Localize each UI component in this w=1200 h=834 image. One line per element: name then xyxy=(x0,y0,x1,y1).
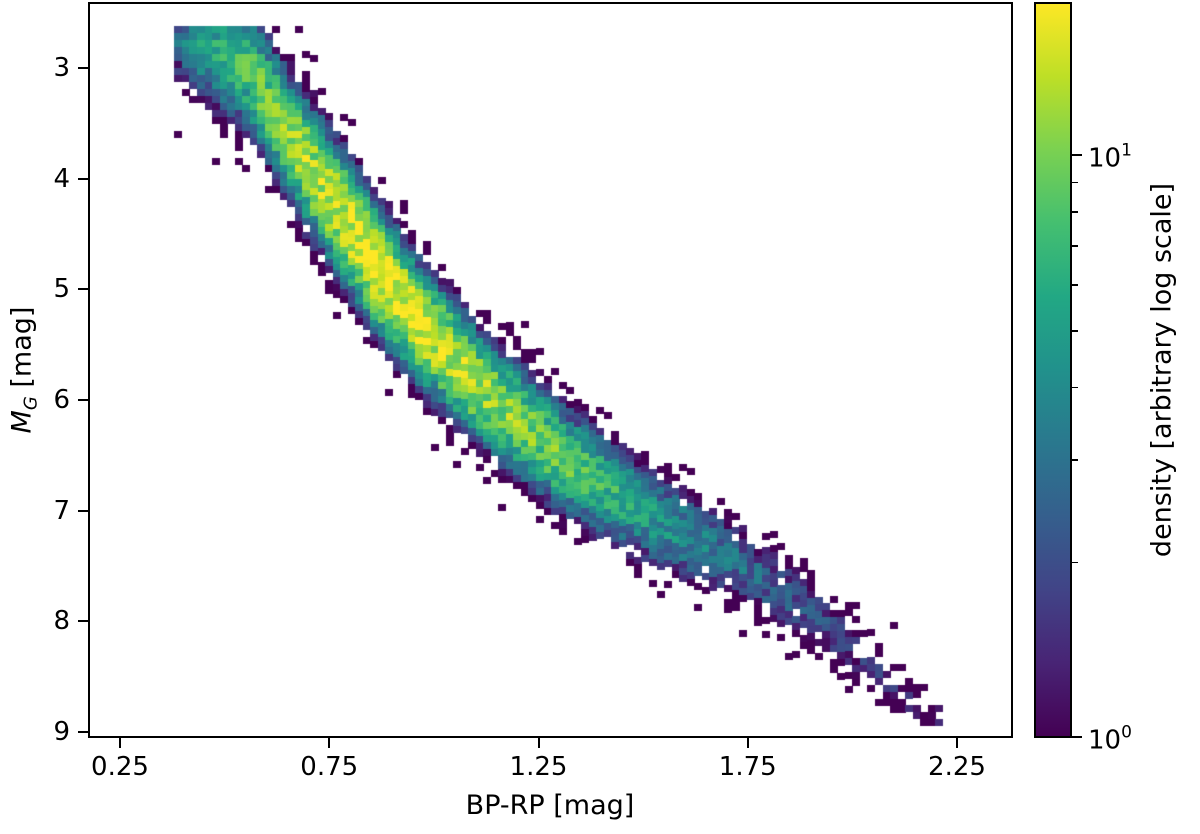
colorbar-label: density [arbitrary log scale] xyxy=(1146,182,1178,558)
y-tick-label: 9 xyxy=(53,717,70,748)
density-heatmap xyxy=(90,4,1011,736)
colorbar-minor-tick xyxy=(1072,386,1078,389)
x-tick-label: 1.25 xyxy=(509,752,568,782)
x-tick-label: 1.75 xyxy=(718,752,777,782)
y-axis-label: MG [mag] xyxy=(6,306,42,434)
y-tick xyxy=(78,509,88,512)
colorbar-minor-tick xyxy=(1072,181,1078,184)
x-tick-label: 0.25 xyxy=(91,752,149,782)
colorbar-tick-label: 101 xyxy=(1088,140,1132,174)
y-tick-label: 4 xyxy=(53,163,70,194)
colorbar-minor-tick xyxy=(1072,211,1078,213)
y-tick-label: 8 xyxy=(53,606,70,637)
x-tick-label: 0.75 xyxy=(300,752,359,782)
colorbar-minor-tick xyxy=(1072,245,1078,247)
x-tick-label: 2.25 xyxy=(928,752,986,782)
plot-area xyxy=(88,2,1013,738)
y-tick-label: 5 xyxy=(53,274,70,305)
colorbar-major-tick xyxy=(1072,736,1082,738)
x-axis-label: BP-RP [mag] xyxy=(465,790,635,821)
colorbar-minor-tick xyxy=(1072,330,1078,332)
y-tick xyxy=(78,731,88,734)
y-tick xyxy=(78,67,88,69)
colorbar-minor-tick xyxy=(1072,561,1078,564)
colorbar-major-tick xyxy=(1072,154,1082,156)
colorbar-minor-tick xyxy=(1072,284,1078,286)
colorbar-minor-tick xyxy=(1072,459,1078,461)
y-tick-label: 7 xyxy=(53,495,70,526)
x-tick xyxy=(537,738,540,748)
x-tick xyxy=(328,738,331,748)
x-tick xyxy=(119,738,121,748)
y-tick xyxy=(78,177,88,180)
colorbar-tick-label: 100 xyxy=(1088,722,1132,756)
x-tick xyxy=(956,738,958,748)
y-tick-label: 3 xyxy=(53,53,70,83)
colorbar xyxy=(1034,2,1072,738)
y-tick xyxy=(78,399,88,401)
y-tick xyxy=(78,288,88,291)
y-tick xyxy=(78,620,88,623)
x-tick xyxy=(746,738,749,748)
y-tick-label: 6 xyxy=(53,385,70,415)
